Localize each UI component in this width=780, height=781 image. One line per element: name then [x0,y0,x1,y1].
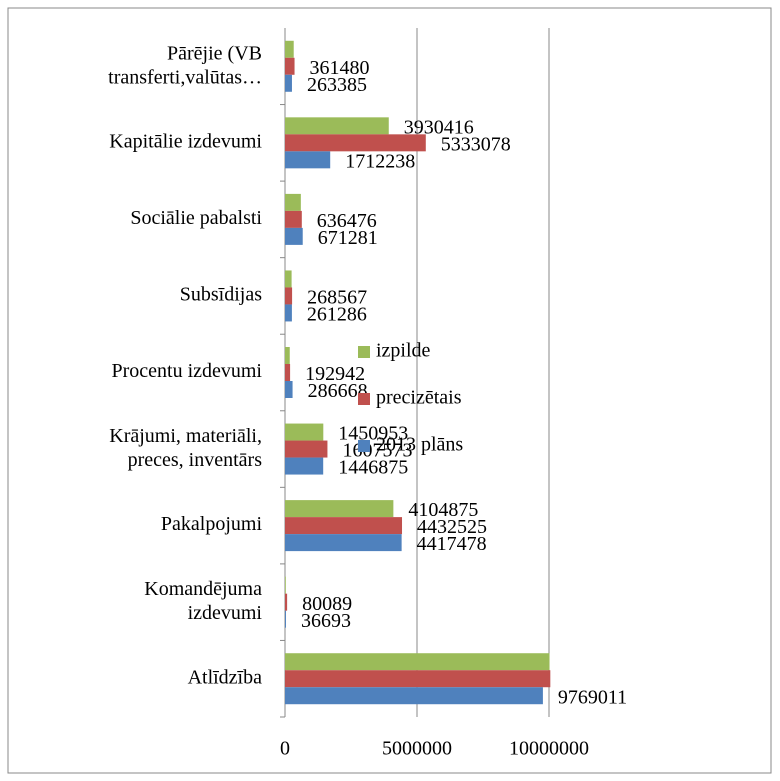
bar [285,227,303,245]
bar [285,534,402,552]
data-label: 4417478 [417,533,487,555]
bar [285,151,331,169]
y-tick-label: Procentu izdevumi [111,360,262,382]
y-tick-label: Kapitālie izdevumi [109,130,262,152]
data-label: 636476 [317,210,377,232]
bar [285,576,286,594]
bar [285,57,295,75]
y-tick-label: Pakalpojumi [161,513,263,535]
bar [285,287,293,305]
data-label: 261286 [307,304,367,326]
bar [285,40,294,58]
bar [285,364,291,381]
bar [285,670,551,688]
data-label: 192942 [305,363,365,385]
data-label: 268567 [307,287,367,309]
y-tick-label: Krājumi, materiāli, preces, inventārs [109,425,262,471]
data-label: 263385 [307,74,367,96]
bar [285,457,324,475]
data-label: 36693 [301,610,351,632]
data-label: 286668 [308,380,368,402]
y-tick-label: Komandējuma izdevumi [144,578,262,624]
bar [285,134,426,152]
bar [285,304,292,322]
bar [285,381,293,398]
x-tick-label: 10000000 [509,738,589,760]
bar [285,517,403,535]
bar [285,440,328,458]
legend-swatch [358,346,370,358]
x-tick-label: 5000000 [382,738,452,760]
bar [285,423,324,441]
bar [285,270,292,288]
y-tick-label: Atlīdzība [188,666,263,688]
data-label: 4104875 [408,499,478,521]
bar [285,347,290,364]
data-label: 1450953 [338,423,408,445]
y-tick-label: Pārējie (VB transferti,valūtas… [108,42,262,88]
bar [285,210,302,228]
data-label: 1446875 [338,457,408,479]
bar [285,193,301,211]
legend-label: 2013 plāns [376,434,463,456]
y-tick-label: Sociālie pabalsti [130,207,262,229]
legend-label: precizētais [376,387,462,409]
legend-label: izpilde [376,340,431,362]
data-label: 9769011 [558,686,627,708]
y-tick-label: Subsīdijas [180,284,262,306]
bar [285,653,550,671]
bar [285,593,288,611]
bar [285,117,389,135]
bar [285,687,543,705]
data-label: 4432525 [417,516,487,538]
legend-swatch [358,440,370,452]
data-label: 671281 [318,227,378,249]
bar [285,610,286,628]
x-tick-label: 0 [280,738,290,760]
data-label: 80089 [302,593,352,615]
data-label: 361480 [310,57,370,79]
data-label: 5333078 [441,133,511,155]
bar [285,500,394,518]
data-label: 1712238 [345,150,415,172]
legend-swatch [358,393,370,405]
bar [285,74,292,92]
data-label: 3930416 [404,116,474,138]
